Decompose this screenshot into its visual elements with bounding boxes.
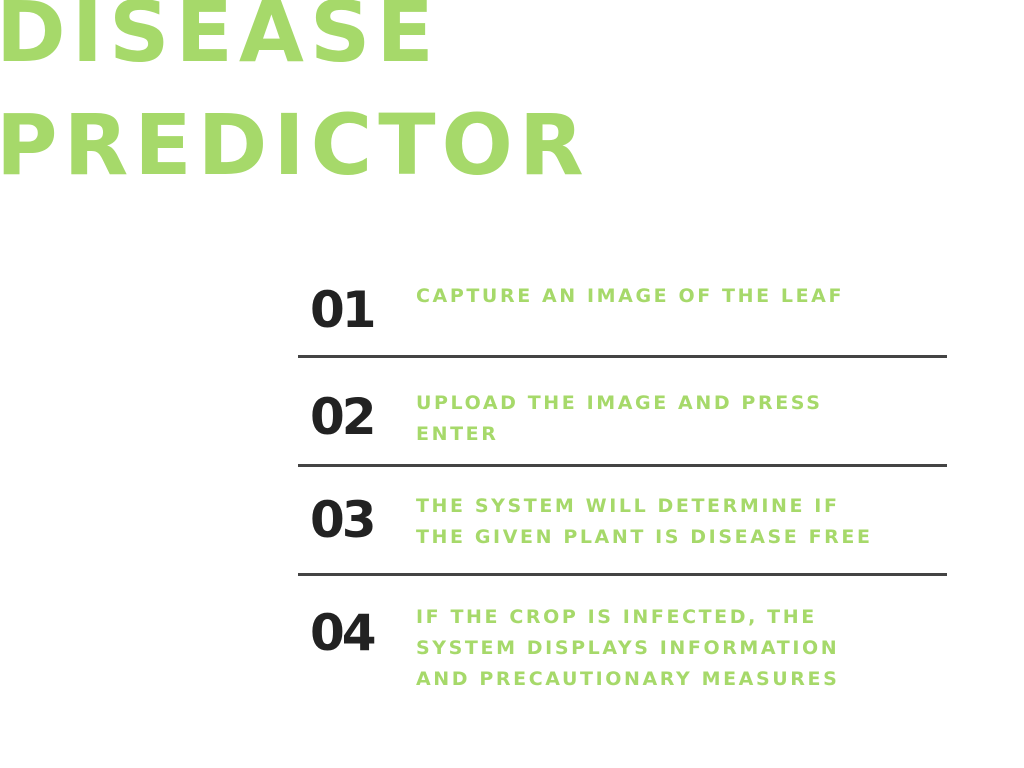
step-3-number: 03 xyxy=(310,491,377,549)
step-divider-1 xyxy=(298,355,947,358)
step-divider-3 xyxy=(298,573,947,576)
step-2-text: UPLOAD THE IMAGE AND PRESS ENTER xyxy=(416,392,823,445)
page-title-line-1: DISEASE xyxy=(0,0,440,81)
step-3-text: THE SYSTEM WILL DETERMINE IF THE GIVEN P… xyxy=(416,495,873,548)
step-1-text: CAPTURE AN IMAGE OF THE LEAF xyxy=(416,285,845,307)
step-1-number: 01 xyxy=(310,281,377,339)
step-divider-2 xyxy=(298,464,947,467)
step-4-text: IF THE CROP IS INFECTED, THE SYSTEM DISP… xyxy=(416,606,840,690)
step-4-number: 04 xyxy=(310,604,377,662)
page-title-line-2: PREDICTOR xyxy=(0,96,590,194)
step-2-number: 02 xyxy=(310,388,377,446)
